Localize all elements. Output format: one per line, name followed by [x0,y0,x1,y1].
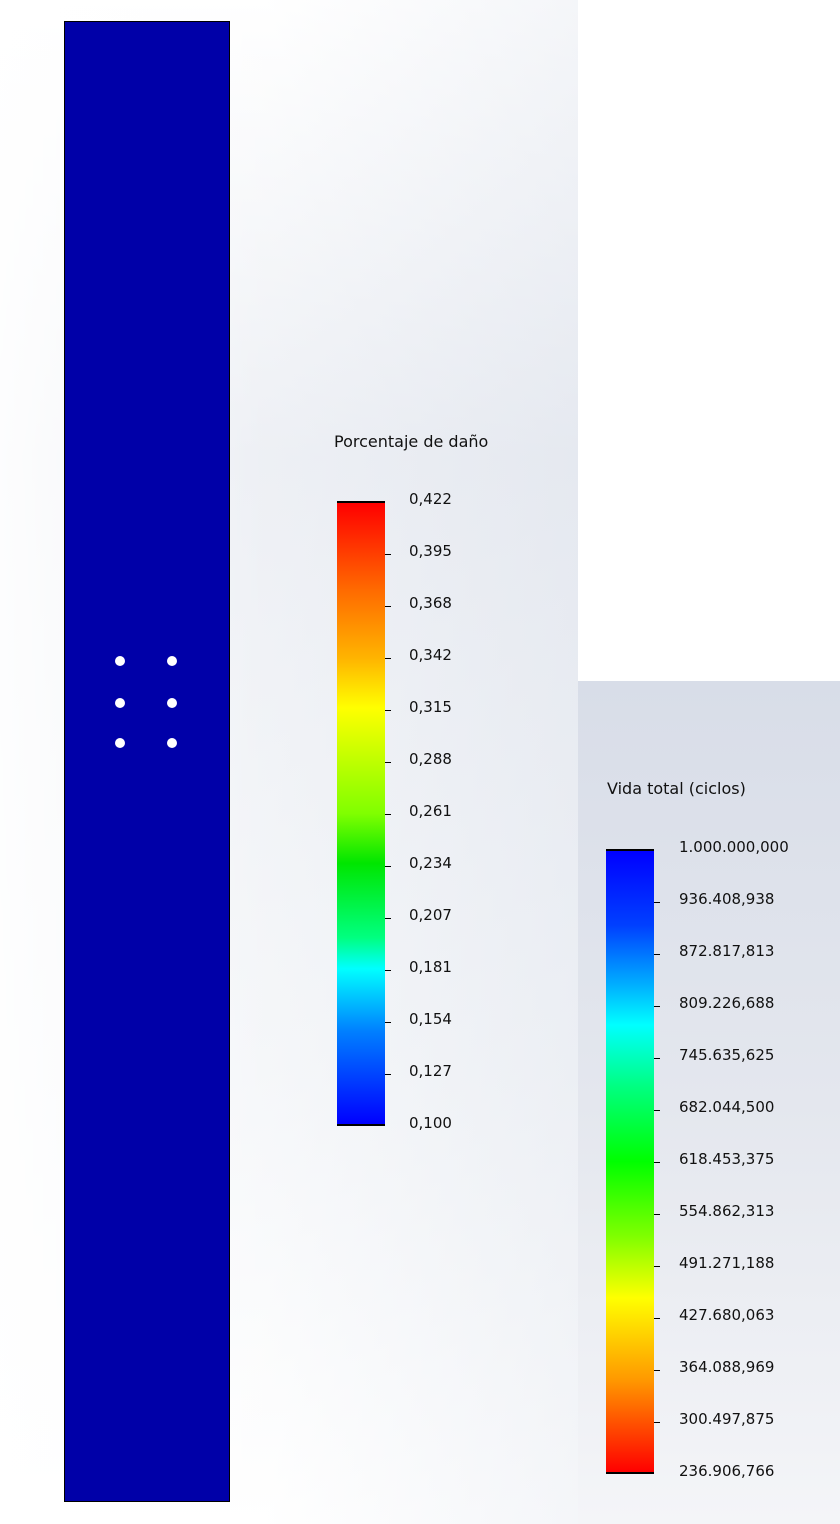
legend-tick [654,902,660,903]
legend-tick [654,1266,660,1267]
legend-tick-label: 682.044,500 [679,1098,775,1116]
legend-tick-label: 236.906,766 [679,1462,775,1480]
legend-tick-label: 0,261 [409,802,452,820]
bolt-hole [167,698,177,708]
legend-tick-label: 0,342 [409,646,452,664]
legend-tick-label: 0,100 [409,1114,452,1132]
legend-tick [654,1162,660,1163]
legend-tick [654,1110,660,1111]
legend-tick [654,954,660,955]
legend-tick [385,658,391,659]
legend-tick-label: 0,315 [409,698,452,716]
legend-tick-label: 936.408,938 [679,890,775,908]
legend-tick [385,554,391,555]
legend-tick [385,1022,391,1023]
bolt-hole [115,738,125,748]
legend-tick [654,1058,660,1059]
legend-tick-label: 0,127 [409,1062,452,1080]
damage-legend-title: Porcentaje de daño [334,432,489,451]
legend-tick-label: 0,207 [409,906,452,924]
legend-tick [385,606,391,607]
legend-tick-label: 618.453,375 [679,1150,775,1168]
legend-tick-label: 300.497,875 [679,1410,775,1428]
legend-tick [385,918,391,919]
legend-tick-label: 427.680,063 [679,1306,775,1324]
legend-tick [654,1370,660,1371]
legend-tick-label: 554.862,313 [679,1202,775,1220]
legend-tick [385,1074,391,1075]
legend-tick-label: 745.635,625 [679,1046,775,1064]
bolt-hole [167,656,177,666]
legend-tick-label: 0,422 [409,490,452,508]
legend-tick-label: 364.088,969 [679,1358,775,1376]
legend-tick [654,1006,660,1007]
legend-tick-label: 491.271,188 [679,1254,775,1272]
legend-tick-label: 0,395 [409,542,452,560]
legend-tick [385,866,391,867]
legend-tick [385,970,391,971]
damage-colorbar [337,501,385,1126]
legend-tick-label: 0,288 [409,750,452,768]
legend-tick-label: 0,181 [409,958,452,976]
life-colorbar [606,849,654,1474]
bolt-hole [167,738,177,748]
legend-tick [385,710,391,711]
legend-tick [385,762,391,763]
legend-tick [654,1318,660,1319]
legend-tick-label: 0,368 [409,594,452,612]
legend-tick [385,814,391,815]
legend-tick [654,1214,660,1215]
legend-tick-label: 1.000.000,000 [679,838,789,856]
legend-tick-label: 809.226,688 [679,994,775,1012]
bolt-hole [115,656,125,666]
legend-tick-label: 872.817,813 [679,942,775,960]
legend-tick-label: 0,234 [409,854,452,872]
bolt-hole [115,698,125,708]
legend-tick [654,1422,660,1423]
life-legend-title: Vida total (ciclos) [607,779,746,798]
model-plate[interactable] [64,21,230,1502]
legend-tick-label: 0,154 [409,1010,452,1028]
